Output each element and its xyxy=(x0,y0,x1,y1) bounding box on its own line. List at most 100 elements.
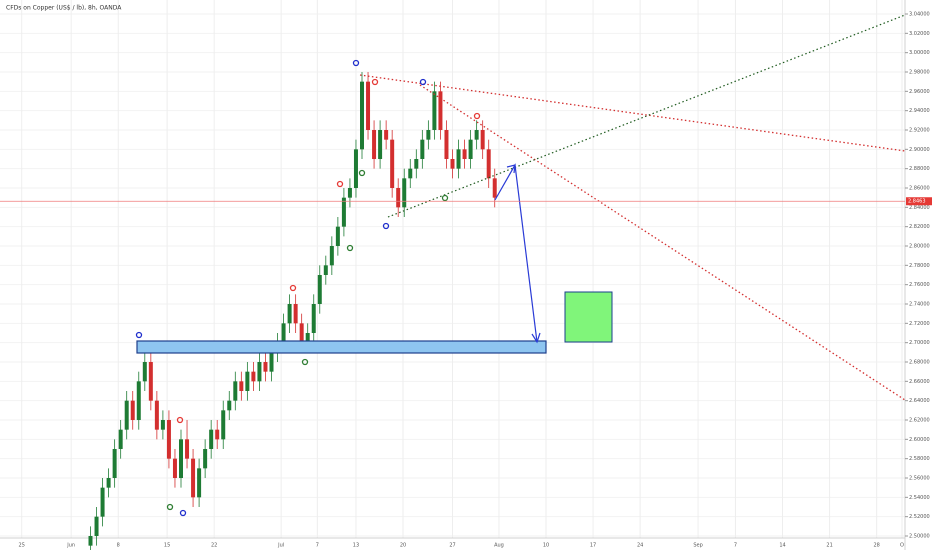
candle-body xyxy=(396,188,401,208)
y-tick-label: 2.70000 xyxy=(909,340,930,346)
y-tick-label: 2.76000 xyxy=(909,282,930,288)
candle-body xyxy=(360,81,364,150)
chart-title: CFDs on Copper (US$ / lb), 8h, OANDA xyxy=(6,5,122,12)
x-tick-label: Aug xyxy=(494,543,504,549)
trend-line xyxy=(419,84,906,401)
y-tick-label: 2.50000 xyxy=(909,534,930,540)
candle-body xyxy=(251,371,256,382)
pivot-marker xyxy=(176,416,184,424)
candle-body xyxy=(172,458,177,478)
x-tick-label: Jul xyxy=(277,543,284,549)
x-tick-label: 20 xyxy=(400,543,406,549)
candle-body xyxy=(118,429,123,449)
x-tick-label: 7 xyxy=(316,543,319,549)
candle-body xyxy=(287,304,292,324)
candle-body xyxy=(299,323,304,343)
x-tick-label: 21 xyxy=(826,543,832,549)
x-tick-label: 17 xyxy=(590,543,596,549)
y-tick-label: 3.02000 xyxy=(909,31,930,37)
candle-body xyxy=(160,420,165,430)
grid-layer xyxy=(0,0,905,538)
x-tick-label: O xyxy=(900,543,904,549)
candle-body xyxy=(203,449,208,469)
candle-body xyxy=(378,130,383,159)
y-tick-label: 3.04000 xyxy=(909,12,930,18)
candle-body xyxy=(486,149,491,179)
y-tick-label: 2.96000 xyxy=(909,89,930,95)
x-tick-label: 14 xyxy=(779,543,785,549)
candle-body xyxy=(480,130,485,150)
candle-body xyxy=(179,439,183,478)
candle-body xyxy=(366,81,371,130)
candle-body xyxy=(450,159,455,169)
candle-body xyxy=(347,188,352,198)
x-tick-label: 25 xyxy=(19,543,25,549)
pivot-marker xyxy=(473,112,481,120)
candle-body xyxy=(384,130,389,140)
candle-body xyxy=(245,371,250,391)
x-tick-label: 10 xyxy=(543,543,549,549)
pivot-marker xyxy=(382,222,390,230)
pivot-marker xyxy=(371,78,379,86)
pivot-marker xyxy=(358,169,366,177)
candle-body xyxy=(372,130,377,159)
pivot-marker xyxy=(346,244,354,252)
x-tick-label: 24 xyxy=(637,543,643,549)
candle-body xyxy=(215,429,220,440)
y-tick-label: 2.60000 xyxy=(909,437,930,443)
candle-body xyxy=(191,458,196,498)
candle-body xyxy=(112,449,117,478)
candle-body xyxy=(462,149,467,159)
pivot-marker xyxy=(179,509,187,517)
y-tick-label: 3.00000 xyxy=(909,50,930,56)
candle-body xyxy=(408,168,413,179)
candle-body xyxy=(100,487,105,517)
y-tick-label: 2.64000 xyxy=(909,398,930,404)
y-tick-label: 2.78000 xyxy=(909,263,930,269)
candle-body xyxy=(474,130,479,140)
arrow-head xyxy=(531,332,541,344)
y-tick-label: 2.94000 xyxy=(909,108,930,114)
x-tick-label: 7 xyxy=(734,543,737,549)
y-tick-label: 2.52000 xyxy=(909,514,930,520)
y-tick-label: 2.54000 xyxy=(909,495,930,501)
drawings xyxy=(135,14,906,517)
candle-body xyxy=(353,149,358,188)
pivot-marker xyxy=(166,503,174,511)
candle-body xyxy=(136,381,141,420)
candle-body xyxy=(305,333,310,343)
x-tick-label: 8 xyxy=(117,543,120,549)
x-tick-label: Sep xyxy=(693,543,702,549)
candle-body xyxy=(88,536,93,546)
target-box xyxy=(564,291,613,343)
candle-body xyxy=(456,149,461,169)
candle-body xyxy=(390,139,395,188)
y-tick-label: 2.56000 xyxy=(909,476,930,482)
candle-body xyxy=(197,468,202,498)
candle-body xyxy=(492,178,497,198)
price-label-bg xyxy=(906,197,932,206)
y-tick-label: 2.90000 xyxy=(909,147,930,153)
candle-body xyxy=(317,275,322,304)
candle-body xyxy=(148,362,153,401)
candle-body xyxy=(281,323,286,343)
candle-body xyxy=(185,439,190,459)
candle-body xyxy=(239,381,244,391)
candle-body xyxy=(124,400,129,430)
candle-body xyxy=(426,130,431,140)
pivot-marker xyxy=(441,194,449,202)
candle-body xyxy=(468,139,473,159)
candles-layer xyxy=(88,72,497,550)
y-tick-label: 2.98000 xyxy=(909,70,930,76)
y-tick-label: 2.62000 xyxy=(909,418,930,424)
candle-body xyxy=(94,516,99,536)
y-tick-label: 2.92000 xyxy=(909,128,930,134)
y-tick-label: 2.72000 xyxy=(909,321,930,327)
candle-body xyxy=(154,400,159,430)
candle-body xyxy=(438,91,443,130)
x-tick-label: 13 xyxy=(353,543,359,549)
pivot-marker xyxy=(135,331,143,339)
candle-body xyxy=(420,139,425,159)
arrow-head xyxy=(506,164,516,174)
